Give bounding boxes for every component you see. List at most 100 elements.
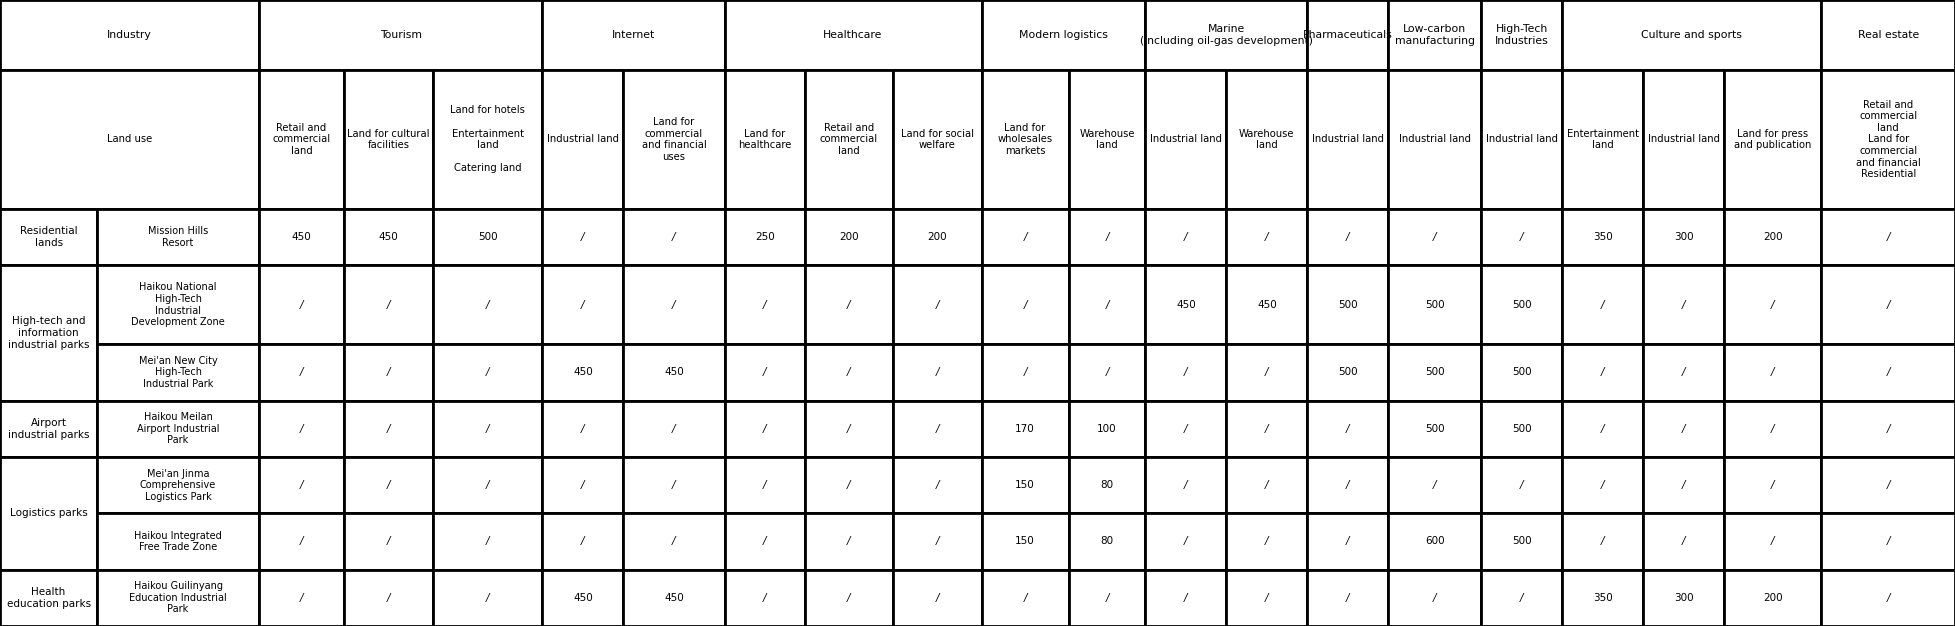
Text: /: /: [1771, 367, 1775, 377]
Text: /: /: [487, 300, 489, 310]
Bar: [0, 457, 98, 570]
Text: 500: 500: [1337, 300, 1357, 310]
Bar: [981, 513, 1069, 570]
Bar: [805, 69, 893, 209]
Bar: [893, 69, 981, 209]
Text: 150: 150: [1015, 536, 1034, 546]
Text: 450: 450: [573, 593, 592, 603]
Text: /: /: [1433, 480, 1437, 490]
Bar: [1822, 401, 1955, 457]
Text: /: /: [299, 300, 303, 310]
Bar: [0, 401, 98, 457]
Bar: [1388, 69, 1482, 209]
Bar: [1644, 401, 1724, 457]
Text: 500: 500: [1425, 424, 1445, 434]
Text: /: /: [1601, 367, 1605, 377]
Text: 450: 450: [573, 367, 592, 377]
Text: /: /: [1887, 593, 1890, 603]
Bar: [98, 265, 260, 344]
Text: 500: 500: [1511, 424, 1531, 434]
Text: /: /: [1022, 593, 1026, 603]
Bar: [1308, 344, 1388, 401]
Text: /: /: [1681, 480, 1685, 490]
Bar: [1562, 401, 1644, 457]
Text: /: /: [299, 424, 303, 434]
Bar: [542, 209, 624, 265]
Text: Warehouse
land: Warehouse land: [1079, 128, 1134, 150]
Bar: [98, 209, 260, 265]
Text: /: /: [934, 300, 938, 310]
Text: /: /: [762, 480, 766, 490]
Text: /: /: [1185, 480, 1189, 490]
Bar: [260, 457, 344, 513]
Text: /: /: [1521, 480, 1523, 490]
Bar: [893, 513, 981, 570]
Bar: [981, 69, 1069, 209]
Text: 250: 250: [755, 232, 774, 242]
Bar: [1388, 344, 1482, 401]
Text: /: /: [1887, 480, 1890, 490]
Text: Retail and
commercial
land
Land for
commercial
and financial
Residential: Retail and commercial land Land for comm…: [1855, 100, 1920, 179]
Bar: [893, 570, 981, 626]
Text: /: /: [1347, 536, 1349, 546]
Text: 450: 450: [665, 367, 684, 377]
Bar: [542, 401, 624, 457]
Bar: [1562, 209, 1644, 265]
Bar: [981, 570, 1069, 626]
Text: Haikou Guilinyang
Education Industrial
Park: Haikou Guilinyang Education Industrial P…: [129, 581, 227, 615]
Bar: [893, 344, 981, 401]
Bar: [98, 344, 260, 401]
Bar: [805, 344, 893, 401]
Bar: [1482, 209, 1562, 265]
Bar: [725, 401, 805, 457]
Bar: [1644, 344, 1724, 401]
Bar: [624, 570, 725, 626]
Bar: [260, 265, 344, 344]
Bar: [725, 265, 805, 344]
Text: /: /: [387, 424, 391, 434]
Text: /: /: [1521, 593, 1523, 603]
Text: /: /: [487, 424, 489, 434]
Bar: [98, 570, 260, 626]
Text: /: /: [847, 593, 850, 603]
Text: Retail and
commercial
land: Retail and commercial land: [272, 123, 330, 156]
Text: /: /: [673, 480, 676, 490]
Bar: [1146, 570, 1226, 626]
Text: /: /: [1347, 480, 1349, 490]
Text: 100: 100: [1097, 424, 1116, 434]
Text: /: /: [1347, 593, 1349, 603]
Bar: [805, 570, 893, 626]
Bar: [1388, 401, 1482, 457]
Text: 450: 450: [665, 593, 684, 603]
Text: Residential
lands: Residential lands: [20, 227, 78, 248]
Bar: [1562, 513, 1644, 570]
Text: /: /: [1771, 536, 1775, 546]
Text: Mei'an Jinma
Comprehensive
Logistics Park: Mei'an Jinma Comprehensive Logistics Par…: [141, 468, 217, 501]
Text: /: /: [1347, 232, 1349, 242]
Bar: [1822, 265, 1955, 344]
Text: High-Tech
Industries: High-Tech Industries: [1496, 24, 1548, 46]
Bar: [1724, 401, 1822, 457]
Text: /: /: [299, 480, 303, 490]
Text: Land for social
welfare: Land for social welfare: [901, 128, 974, 150]
Bar: [981, 401, 1069, 457]
Bar: [805, 513, 893, 570]
Bar: [1644, 513, 1724, 570]
Bar: [893, 457, 981, 513]
Bar: [434, 344, 542, 401]
Bar: [1308, 513, 1388, 570]
Text: /: /: [1771, 424, 1775, 434]
Bar: [1644, 69, 1724, 209]
Text: /: /: [1601, 536, 1605, 546]
Text: Land for hotels

Entertainment
land

Catering land: Land for hotels Entertainment land Cater…: [450, 105, 526, 173]
Bar: [260, 69, 344, 209]
Bar: [434, 69, 542, 209]
Text: High-tech and
information
industrial parks: High-tech and information industrial par…: [8, 316, 90, 349]
Bar: [1226, 570, 1308, 626]
Bar: [1069, 265, 1146, 344]
Text: 450: 450: [291, 232, 311, 242]
Text: 500: 500: [1511, 367, 1531, 377]
Bar: [725, 513, 805, 570]
Text: 500: 500: [1425, 300, 1445, 310]
Bar: [1724, 209, 1822, 265]
